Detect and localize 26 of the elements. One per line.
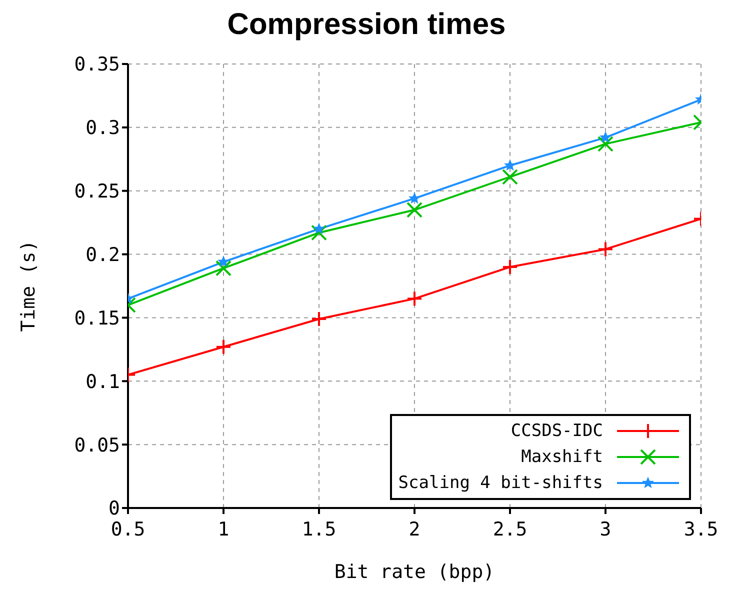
x-tick-label: 1: [218, 518, 230, 540]
legend-label: CCSDS-IDC: [510, 421, 603, 441]
y-tick-label: 0.15: [74, 307, 120, 330]
y-tick-label: 0.2: [86, 244, 120, 266]
y-tick-label: 0.3: [86, 117, 120, 140]
y-tick-label: 0.35: [74, 54, 120, 76]
legend-label: Maxshift: [521, 447, 603, 467]
x-tick-label: 3: [600, 518, 612, 540]
point: [314, 223, 324, 234]
x-axis-title: Bit rate (bpp): [334, 561, 495, 583]
point: [409, 192, 420, 204]
y-axis-title: Time (s): [18, 240, 40, 332]
chart-title: Compression times: [226, 8, 507, 43]
y-tick-label: 0: [108, 498, 120, 520]
point: [600, 132, 611, 142]
y-tick-label: 0.1: [86, 370, 120, 393]
x-tick-label: 0.5: [110, 518, 146, 540]
legend-label: Scaling 4 bit-shifts: [398, 473, 603, 493]
point: [504, 160, 516, 170]
x-tick-label: 2.5: [492, 518, 528, 540]
point: [218, 256, 229, 266]
y-tick-label: 0.05: [74, 434, 120, 456]
x-tick-label: 2: [408, 518, 420, 540]
x-tick-label: 3.5: [684, 518, 718, 540]
y-tick-label: 0.25: [74, 180, 120, 203]
x-tick-label: 1.5: [302, 518, 336, 540]
